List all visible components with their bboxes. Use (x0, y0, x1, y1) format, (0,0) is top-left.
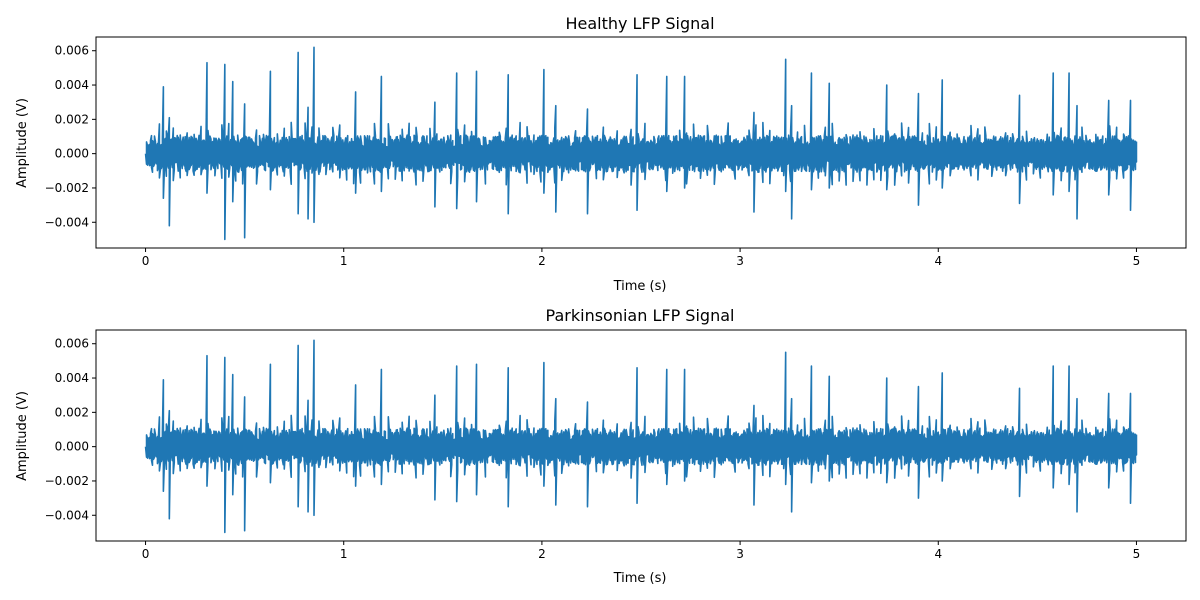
x-tick-label: 3 (736, 547, 744, 561)
x-tick-label: 1 (340, 547, 348, 561)
x-axis-label: Time (s) (613, 571, 667, 586)
y-tick-label: 0.004 (55, 371, 89, 385)
y-tick-label: −0.004 (45, 508, 89, 522)
x-tick-label: 5 (1133, 547, 1141, 561)
x-tick-label: 3 (736, 254, 744, 268)
y-tick-label: 0.002 (55, 405, 89, 419)
y-tick-label: 0.006 (55, 44, 89, 58)
y-tick-label: 0.000 (55, 147, 89, 161)
x-tick-label: 5 (1133, 254, 1141, 268)
y-tick-label: −0.002 (45, 181, 89, 195)
axis-ticks: 0 1 2 3 4 5 −0.004 −0.002 0.000 0.002 0.004 0.006 (45, 337, 1141, 561)
x-axis-label: Time (s) (613, 279, 667, 294)
parkinsonian-lfp-panel: Parkinsonian LFP Signal Time (s) Amplitu… (15, 306, 1187, 586)
x-tick-label: 4 (934, 547, 942, 561)
y-tick-label: 0.004 (55, 78, 89, 92)
y-axis-label: Amplitude (V) (15, 98, 30, 188)
x-tick-label: 0 (142, 254, 150, 268)
chart-title: Healthy LFP Signal (565, 14, 714, 33)
y-tick-label: −0.002 (45, 474, 89, 488)
y-tick-label: −0.004 (45, 215, 89, 229)
y-tick-label: 0.006 (55, 337, 89, 351)
x-tick-label: 2 (538, 547, 546, 561)
x-tick-label: 1 (340, 254, 348, 268)
healthy-lfp-panel: Healthy LFP Signal Time (s) Amplitude (V… (15, 14, 1187, 294)
axis-ticks: 0 1 2 3 4 5 −0.004 −0.002 0.000 0.002 0.004 0.006 (45, 44, 1141, 268)
axes-frame (95, 329, 1187, 542)
x-tick-label: 2 (538, 254, 546, 268)
axes-frame (95, 36, 1187, 249)
chart-title: Parkinsonian LFP Signal (546, 306, 735, 325)
signal-line-healthy (144, 46, 1138, 241)
y-tick-label: 0.002 (55, 112, 89, 126)
x-tick-label: 4 (934, 254, 942, 268)
signal-line-parkinsonian (144, 339, 1138, 534)
y-tick-label: 0.000 (55, 440, 89, 454)
x-tick-label: 0 (142, 547, 150, 561)
y-axis-label: Amplitude (V) (15, 391, 30, 481)
